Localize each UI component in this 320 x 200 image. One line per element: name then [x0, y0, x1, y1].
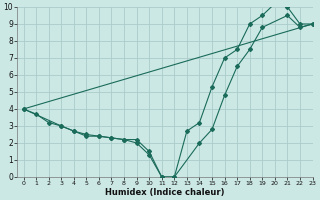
X-axis label: Humidex (Indice chaleur): Humidex (Indice chaleur) [105, 188, 225, 197]
